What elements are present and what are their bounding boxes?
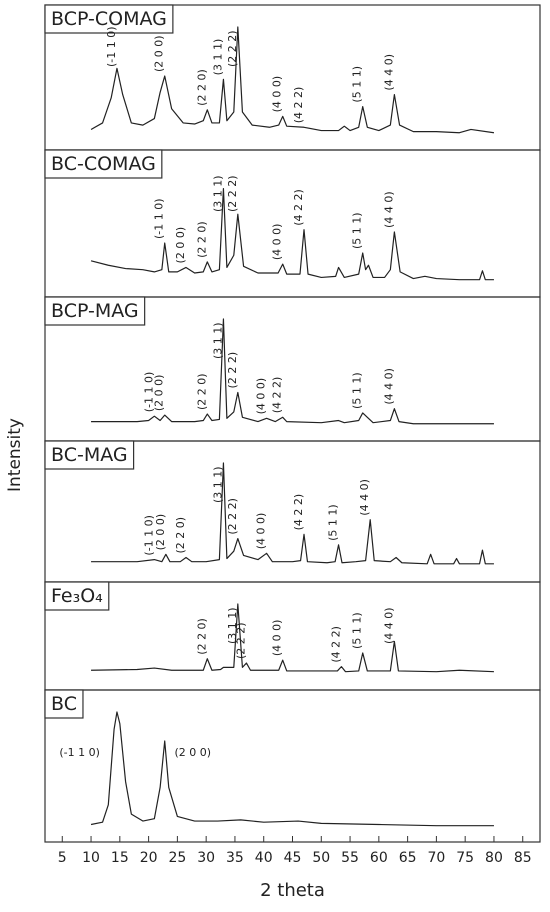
panel-title: BCP-MAG	[51, 300, 139, 322]
peak-label: (5 1 1)	[351, 612, 364, 649]
peak-label: (2 2 2)	[226, 30, 239, 67]
peak-label: (-1 1 0)	[105, 26, 118, 67]
peak-label: (2 0 0)	[154, 514, 167, 551]
peak-label: (2 2 2)	[234, 622, 247, 659]
xrd-pattern	[90, 188, 494, 281]
peak-label: (5 1 1)	[351, 372, 364, 409]
peak-label: (3 1 1)	[226, 607, 239, 644]
x-tick-label: 75	[456, 850, 474, 866]
peak-label: (3 1 1)	[211, 175, 224, 212]
peak-label: (2 0 0)	[153, 375, 166, 412]
peak-label: (-1 1 0)	[59, 746, 100, 759]
peak-label: (-1 1 0)	[153, 198, 166, 239]
panel-title-box	[44, 689, 84, 719]
x-tick-label: 85	[514, 850, 532, 866]
peak-label: (2 0 0)	[153, 35, 166, 72]
panel-title-box	[44, 440, 135, 470]
x-tick-label: 55	[341, 850, 359, 866]
xrd-pattern	[91, 462, 494, 565]
x-tick-label: 15	[111, 850, 129, 866]
peak-label: (4 0 0)	[271, 620, 284, 657]
panel-frame	[44, 689, 541, 843]
x-tick-label: 80	[485, 850, 503, 866]
peak-label: (4 0 0)	[271, 76, 284, 113]
peak-label: (4 4 0)	[382, 607, 395, 644]
x-tick-label: 25	[168, 850, 186, 866]
panel-title: Fe₃O₄	[51, 585, 103, 607]
x-tick-label: 30	[197, 850, 215, 866]
y-axis-label: Intensity	[5, 418, 25, 492]
panel-title: BC-COMAG	[51, 153, 156, 175]
peak-label: (4 4 0)	[358, 479, 371, 516]
x-tick-label: 65	[399, 850, 417, 866]
panel-title: BC	[51, 693, 77, 715]
peak-label: (4 0 0)	[255, 513, 268, 550]
x-tick-label: 5	[58, 850, 67, 866]
panel-title-box	[44, 4, 174, 34]
peak-label: (4 0 0)	[255, 378, 268, 415]
peak-label: (3 1 1)	[211, 322, 224, 359]
panel-title-box	[44, 581, 110, 611]
peak-label: (2 2 2)	[226, 352, 239, 389]
peak-label: (5 1 1)	[351, 66, 364, 103]
x-tick-label: 20	[140, 850, 158, 866]
panel-title: BC-MAG	[51, 444, 128, 466]
peak-label: (2 2 0)	[195, 221, 208, 258]
x-tick-label: 50	[312, 850, 330, 866]
panel-frame	[44, 581, 541, 691]
peak-label: (4 4 0)	[382, 368, 395, 405]
peak-label: (2 2 2)	[226, 498, 239, 535]
peak-label: (2 2 0)	[174, 517, 187, 554]
peak-label: (4 4 0)	[382, 54, 395, 91]
x-tick-label: 45	[284, 850, 302, 866]
peak-label: (3 1 1)	[211, 466, 224, 503]
peak-label: (3 1 1)	[211, 39, 224, 76]
peak-label: (2 2 0)	[195, 373, 208, 410]
xrd-pattern	[90, 26, 495, 134]
peak-label: (4 4 0)	[382, 191, 395, 228]
peak-label: (4 2 2)	[292, 189, 305, 226]
xrd-pattern	[91, 603, 494, 673]
peak-label: (2 0 0)	[175, 746, 212, 759]
peak-label: (4 2 2)	[292, 87, 305, 124]
panel-title-box	[44, 149, 163, 179]
x-tick-label: 70	[427, 850, 445, 866]
peak-label: (4 2 2)	[271, 377, 284, 414]
peak-label: (4 2 2)	[292, 494, 305, 531]
xrd-pattern	[91, 318, 494, 425]
x-tick-label: 10	[82, 850, 100, 866]
peak-label: (2 0 0)	[174, 227, 187, 264]
peak-label: (5 1 1)	[327, 504, 340, 541]
x-tick-label: 35	[226, 850, 244, 866]
peak-label: (4 2 2)	[329, 626, 342, 663]
x-axis-label: 2 theta	[260, 880, 325, 901]
peak-label: (-1 1 0)	[142, 372, 155, 413]
peak-label: (5 1 1)	[351, 212, 364, 249]
panel-title: BCP-COMAG	[51, 8, 167, 30]
peak-label: (4 0 0)	[271, 224, 284, 261]
peak-label: (2 2 2)	[226, 175, 239, 212]
xrd-pattern	[90, 711, 494, 827]
x-tick-label: 40	[255, 850, 273, 866]
panel-title-box	[44, 296, 146, 326]
x-tick-label: 60	[370, 850, 388, 866]
peak-label: (-1 1 0)	[142, 515, 155, 556]
peak-label: (2 2 0)	[195, 618, 208, 655]
peak-label: (2 2 0)	[195, 69, 208, 106]
